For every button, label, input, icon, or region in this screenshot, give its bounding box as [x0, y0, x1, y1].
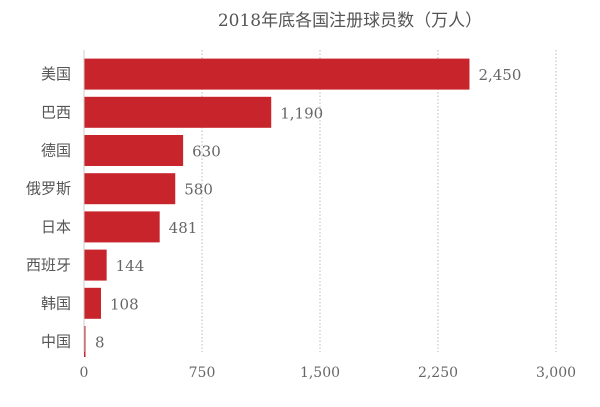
- bar: [84, 287, 101, 319]
- bar: [84, 96, 272, 128]
- category-label: 韩国: [41, 294, 71, 312]
- data-label: 630: [192, 143, 221, 161]
- data-label: 144: [116, 257, 145, 275]
- data-label: 2,450: [478, 66, 521, 84]
- bar: [84, 211, 160, 243]
- data-label: 481: [169, 219, 198, 237]
- category-label: 巴西: [41, 103, 71, 121]
- category-label: 德国: [41, 142, 71, 160]
- data-label: 1,190: [280, 104, 323, 122]
- category-label: 中国: [41, 333, 71, 351]
- x-tick-label: 2,250: [418, 365, 458, 381]
- category-label: 西班牙: [26, 256, 71, 274]
- category-label: 日本: [41, 218, 71, 236]
- x-tick-label: 750: [189, 365, 216, 381]
- bar: [84, 58, 470, 90]
- category-label: 俄罗斯: [26, 180, 71, 198]
- bar: [84, 135, 184, 166]
- bar: [84, 249, 107, 281]
- x-tick-label: 3,000: [536, 365, 576, 381]
- chart-title: 2018年底各国注册球员数（万人）: [217, 11, 483, 31]
- bar: [84, 326, 86, 357]
- data-label: 580: [184, 181, 213, 199]
- bar: [84, 173, 176, 205]
- category-label: 美国: [41, 65, 71, 83]
- data-label: 108: [110, 295, 139, 313]
- x-tick-label: 1,500: [300, 365, 340, 381]
- x-tick-label: 0: [80, 365, 89, 381]
- data-label: 8: [95, 334, 105, 352]
